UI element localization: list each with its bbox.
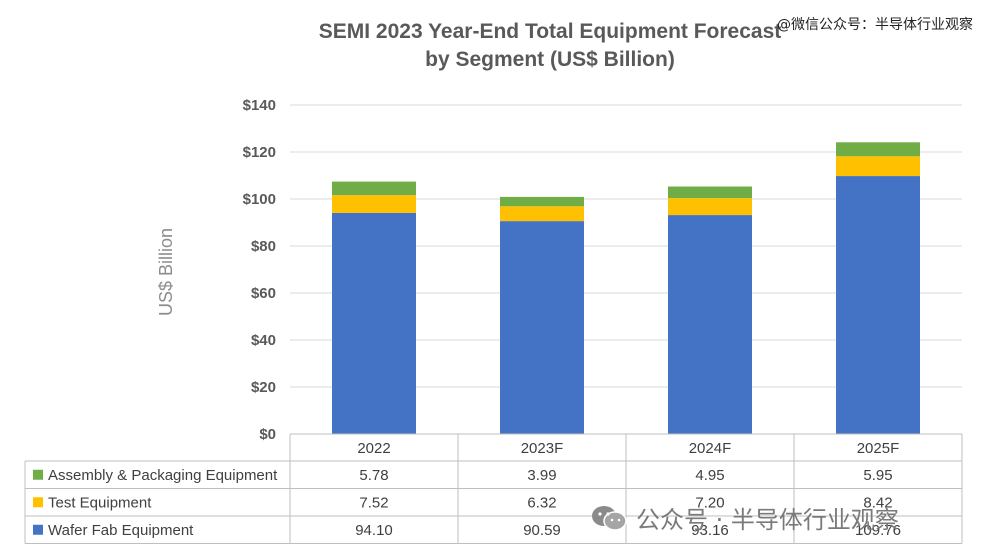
chart-title: SEMI 2023 Year-End Total Equipment Forec…: [200, 18, 900, 74]
chart-title-line2: by Segment (US$ Billion): [425, 48, 675, 71]
data-label: 6.32: [527, 494, 556, 511]
watermark-bottom: 公众号 · 半导体行业观察: [590, 500, 899, 535]
bar-wafer-fab-equipment: [668, 215, 752, 434]
legend-label: Wafer Fab Equipment: [48, 522, 194, 539]
bar-wafer-fab-equipment: [836, 176, 920, 434]
data-label: 94.10: [355, 522, 393, 539]
data-label: 109.76: [855, 522, 901, 539]
watermark-top: @微信公众号：半导体行业观察: [777, 17, 973, 33]
data-label: 3.99: [527, 467, 556, 484]
data-label: 4.95: [695, 467, 724, 484]
data-label: 7.52: [359, 494, 388, 511]
bar-test-equipment: [668, 198, 752, 216]
bar-wafer-fab-equipment: [332, 212, 416, 434]
y-tick-label: $40: [251, 332, 276, 349]
data-label: 7.20: [695, 494, 724, 511]
legend-swatch: [33, 469, 43, 480]
y-tick-label: $20: [251, 379, 276, 396]
bar-test-equipment: [836, 156, 920, 177]
x-tick-label: 2024F: [689, 440, 732, 457]
chart-title-line1: SEMI 2023 Year-End Total Equipment Forec…: [318, 20, 782, 43]
y-tick-label: $100: [243, 191, 276, 208]
bar-test-equipment: [332, 195, 416, 213]
data-label: 8.42: [863, 494, 892, 511]
bar-wafer-fab-equipment: [500, 221, 584, 434]
watermark-bottom-text: 公众号 · 半导体行业观察: [636, 506, 899, 534]
x-tick-label: 2022: [357, 440, 390, 457]
legend-swatch: [33, 497, 43, 508]
bar-assembly-packaging-equipment: [836, 142, 920, 157]
x-tick-label: 2025F: [857, 440, 900, 457]
data-label: 90.59: [523, 522, 561, 539]
data-label: 93.16: [691, 522, 729, 539]
bar-test-equipment: [500, 206, 584, 222]
y-tick-label: $0: [259, 426, 276, 443]
y-tick-label: $80: [251, 238, 276, 255]
x-tick-label: 2023F: [521, 440, 564, 457]
bar-assembly-packaging-equipment: [332, 181, 416, 196]
bar-assembly-packaging-equipment: [668, 186, 752, 199]
legend-swatch: [33, 524, 43, 535]
legend-label: Assembly & Packaging Equipment: [48, 467, 278, 484]
legend-label: Test Equipment: [48, 494, 152, 511]
data-label: 5.78: [359, 467, 388, 484]
y-axis-label: US$ Billion: [156, 228, 176, 316]
wechat-icon: [592, 505, 627, 531]
data-label: 5.95: [863, 467, 892, 484]
y-tick-label: $60: [251, 285, 276, 302]
y-tick-label: $140: [243, 97, 276, 114]
y-tick-label: $120: [243, 144, 276, 161]
bar-assembly-packaging-equipment: [500, 196, 584, 207]
